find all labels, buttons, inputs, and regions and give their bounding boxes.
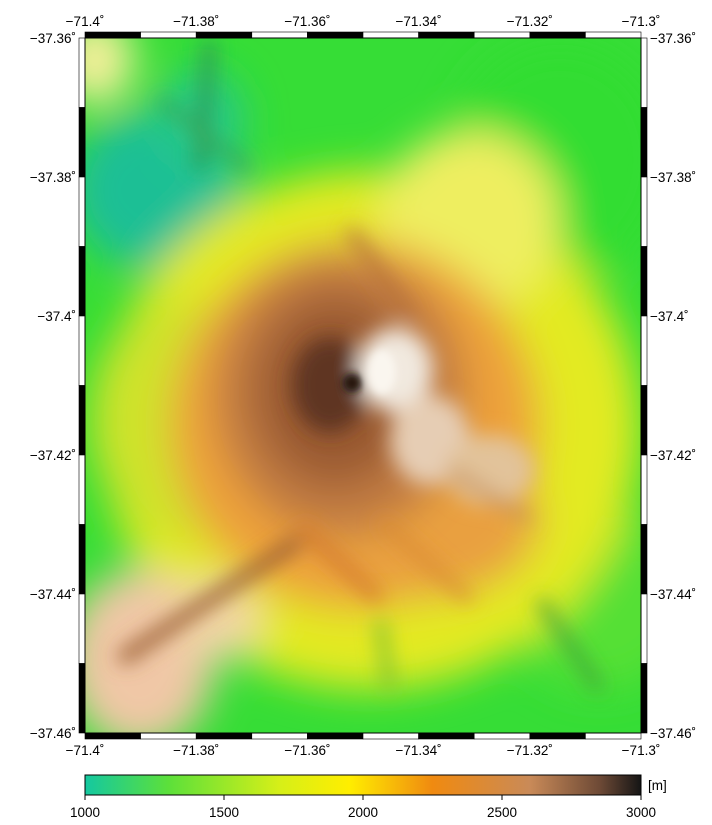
- latitude-tick-label: −37.4˚: [37, 309, 76, 324]
- frame-segment: [640, 454, 648, 525]
- frame-segment: [640, 315, 648, 386]
- frame-segment: [362, 31, 419, 39]
- map-frame: [78, 31, 648, 740]
- latitude-tick-label: −37.38˚: [650, 170, 696, 185]
- latitude-tick-label: −37.38˚: [30, 170, 76, 185]
- longitude-tick-label: −71.38˚: [173, 743, 219, 758]
- frame-segment: [251, 31, 308, 39]
- frame-segment: [640, 385, 648, 456]
- frame-segment: [640, 246, 648, 317]
- colorbar-tick-label: 2500: [487, 805, 517, 820]
- frame-segment: [640, 107, 648, 178]
- frame-segment: [78, 593, 86, 664]
- latitude-tick-label: −37.44˚: [30, 587, 76, 602]
- frame-segment: [78, 524, 86, 595]
- frame-segment: [585, 732, 642, 740]
- frame-segment: [529, 732, 586, 740]
- longitude-tick-label: −71.3˚: [622, 743, 661, 758]
- colorbar-tick-label: 1500: [209, 805, 239, 820]
- latitude-tick-label: −37.36˚: [650, 31, 696, 46]
- longitude-tick-label: −71.36˚: [284, 14, 330, 29]
- longitude-tick-label: −71.32˚: [507, 743, 553, 758]
- map-border: [84, 37, 642, 734]
- frame-segment: [84, 732, 141, 740]
- colorbar-tick-label: 1000: [70, 805, 100, 820]
- frame-segment: [78, 246, 86, 317]
- frame-segment: [78, 385, 86, 456]
- latitude-tick-label: −37.42˚: [30, 448, 76, 463]
- frame-segment: [473, 732, 531, 740]
- frame-segment: [84, 31, 141, 39]
- longitude-tick-label: −71.3˚: [622, 14, 661, 29]
- latitude-tick-label: −37.42˚: [650, 448, 696, 463]
- frame-segment: [78, 454, 86, 525]
- latitude-tick-label: −37.36˚: [30, 31, 76, 46]
- coordinate-tick-labels: −71.4˚ −71.4˚ −71.38˚ −71.38˚ −71.36˚ −71.36˚…: [30, 14, 696, 758]
- latitude-tick-label: −37.44˚: [650, 587, 696, 602]
- frame-segment: [307, 31, 364, 39]
- colorbar-unit-label: [m]: [648, 778, 667, 793]
- frame-segment: [362, 732, 419, 740]
- colorbar-tick-label: 3000: [626, 805, 656, 820]
- longitude-tick-label: −71.4˚: [66, 743, 105, 758]
- colorbar: [m] 1000 1500 2000 2500 3000: [70, 774, 667, 820]
- frame-segment: [640, 176, 648, 247]
- frame-segment: [640, 37, 648, 108]
- longitude-tick-label: −71.34˚: [396, 743, 442, 758]
- longitude-tick-label: −71.34˚: [396, 14, 442, 29]
- frame-segment: [585, 31, 642, 39]
- colorbar-tick-label: 2000: [348, 805, 378, 820]
- latitude-tick-label: −37.46˚: [650, 726, 696, 741]
- frame-segment: [140, 732, 197, 740]
- frame-segment: [640, 663, 648, 734]
- frame-segment: [78, 663, 86, 734]
- frame-segment: [640, 593, 648, 664]
- frame-segment: [195, 732, 253, 740]
- latitude-tick-label: −37.4˚: [650, 309, 689, 324]
- frame-segment: [140, 31, 197, 39]
- frame-segment: [418, 31, 475, 39]
- relief-map: [85, 38, 641, 733]
- frame-segment: [78, 37, 86, 108]
- frame-segment: [529, 31, 586, 39]
- latitude-tick-label: −37.46˚: [30, 726, 76, 741]
- frame-segment: [307, 732, 364, 740]
- frame-segment: [195, 31, 253, 39]
- longitude-tick-label: −71.32˚: [507, 14, 553, 29]
- frame-segment: [251, 732, 308, 740]
- frame-segment: [418, 732, 475, 740]
- frame-segment: [78, 176, 86, 247]
- longitude-tick-label: −71.36˚: [284, 743, 330, 758]
- frame-segment: [78, 315, 86, 386]
- longitude-tick-label: −71.38˚: [173, 14, 219, 29]
- longitude-tick-label: −71.4˚: [66, 14, 105, 29]
- frame-segment: [473, 31, 531, 39]
- colorbar-bar: [84, 774, 642, 796]
- frame-segment: [640, 524, 648, 595]
- frame-segment: [78, 107, 86, 178]
